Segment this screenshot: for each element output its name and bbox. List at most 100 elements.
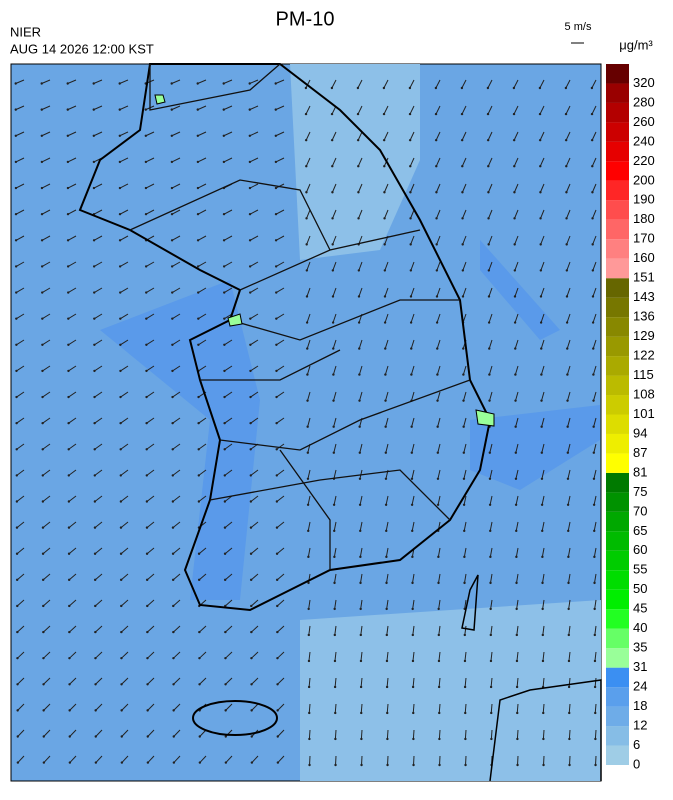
wind-arrow-head <box>93 187 95 189</box>
wind-arrow-head <box>412 634 414 636</box>
wind-arrow-head <box>197 396 199 398</box>
wind-arrow-head <box>42 448 44 450</box>
wind-arrow-head <box>171 396 173 398</box>
colorbar-label: 260 <box>633 114 655 129</box>
colorbar-label: 45 <box>633 601 647 616</box>
wind-arrow-head <box>410 373 412 375</box>
colorbar-label: 180 <box>633 211 655 226</box>
wind-arrow-head <box>540 399 542 401</box>
wind-arrow-head <box>513 139 515 141</box>
wind-arrow-head <box>43 761 45 763</box>
wind-arrow-head <box>409 165 411 167</box>
wind-arrow-head <box>42 474 44 476</box>
wind-arrow-head <box>67 239 69 241</box>
wind-arrow-head <box>197 344 199 346</box>
wind-arrow-head <box>489 556 491 558</box>
colorbar-label: 240 <box>633 133 655 148</box>
wind-arrow-head <box>489 452 491 454</box>
colorbar-label: 70 <box>633 503 647 518</box>
wind-arrow-head <box>93 239 95 241</box>
wind-arrow-head <box>275 370 277 372</box>
wind-arrow-head <box>171 370 173 372</box>
wind-arrow-head <box>16 448 18 450</box>
wind-arrow-head <box>16 683 18 685</box>
colorbar-segment <box>606 551 629 570</box>
colorbar-label: 65 <box>633 523 647 538</box>
wind-arrow-head <box>437 556 439 558</box>
wind-arrow-head <box>93 108 95 110</box>
wind-arrow-head <box>409 87 411 89</box>
wind-arrow-head <box>568 686 570 688</box>
colorbar-label: 160 <box>633 250 655 265</box>
colorbar-label: 280 <box>633 94 655 109</box>
wind-arrow-head <box>438 660 440 662</box>
colorbar-segment <box>606 83 629 102</box>
wind-arrow-head <box>591 113 593 115</box>
wind-arrow-head <box>275 161 277 163</box>
wind-arrow <box>465 730 466 739</box>
colorbar-segment <box>606 142 629 161</box>
wind-arrow-head <box>591 191 593 193</box>
wind-arrow-head <box>516 764 518 766</box>
wind-arrow-head <box>437 478 439 480</box>
wind-arrow-head <box>275 213 277 215</box>
wind-arrow-head <box>566 399 568 401</box>
wind-arrow-head <box>464 660 466 662</box>
colorbar-label: 200 <box>633 172 655 187</box>
wind-arrow-head <box>385 478 387 480</box>
wind-arrow-head <box>305 191 307 193</box>
wind-arrow-head <box>276 553 278 555</box>
wind-arrow-head <box>384 295 386 297</box>
wind-arrow-head <box>198 500 200 502</box>
wind-arrow-head <box>435 217 437 219</box>
wind-arrow-head <box>94 474 96 476</box>
wind-arrow-head <box>464 738 466 740</box>
wind-arrow-head <box>360 686 362 688</box>
wind-arrow-head <box>357 165 359 167</box>
wind-arrow-head <box>332 347 334 349</box>
unit: μg/m³ <box>619 37 653 52</box>
wind-arrow-head <box>95 735 97 737</box>
wind-arrow-head <box>540 373 542 375</box>
wind-arrow-head <box>566 269 568 271</box>
colorbar-segment <box>606 668 629 687</box>
wind-arrow-head <box>359 478 361 480</box>
wind-arrow-head <box>541 504 543 506</box>
wind-arrow-head <box>592 399 594 401</box>
wind-arrow-head <box>383 113 385 115</box>
colorbar-segment <box>606 200 629 219</box>
wind-arrow-head <box>67 265 69 267</box>
wind-arrow-head <box>15 291 17 293</box>
wind-arrow-head <box>540 295 542 297</box>
wind-arrow-head <box>412 686 414 688</box>
wind-arrow-head <box>224 657 226 659</box>
wind-arrow-head <box>541 582 543 584</box>
wind-arrow-head <box>250 657 252 659</box>
wind-arrow-head <box>250 553 252 555</box>
wind-arrow-head <box>197 213 199 215</box>
colorbar-segment <box>606 161 629 180</box>
colorbar-label: 94 <box>633 425 647 440</box>
wind-arrow-head <box>171 317 173 319</box>
wind-arrow-head <box>386 738 388 740</box>
wind-arrow-head <box>438 738 440 740</box>
wind-arrow-head <box>41 317 43 319</box>
wind-arrow-head <box>359 452 361 454</box>
wind-arrow-head <box>463 556 465 558</box>
wind-arrow-head <box>224 579 226 581</box>
colorbar: 0612182431354045505560657075818794101108… <box>606 64 655 771</box>
wind-arrow-head <box>276 448 278 450</box>
wind-arrow-head <box>488 321 490 323</box>
colorbar-segment <box>606 376 629 395</box>
wind-arrow-head <box>332 399 334 401</box>
wind-arrow-head <box>435 243 437 245</box>
wind-arrow-head <box>121 735 123 737</box>
wind-arrow-head <box>594 686 596 688</box>
wind-arrow-head <box>145 370 147 372</box>
wind-arrow-head <box>513 217 515 219</box>
wind-arrow-head <box>93 396 95 398</box>
wind-arrow-head <box>565 191 567 193</box>
wind-arrow-head <box>409 243 411 245</box>
wind-arrow-head <box>16 605 18 607</box>
